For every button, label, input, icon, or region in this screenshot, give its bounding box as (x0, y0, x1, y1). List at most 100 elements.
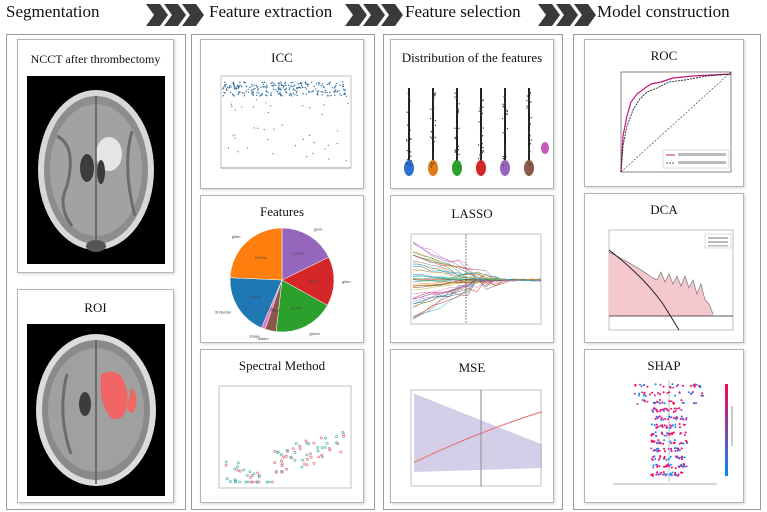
icc-title: ICC (271, 50, 293, 65)
shap-point (678, 391, 681, 394)
shap-point (693, 385, 696, 388)
icc-point (278, 84, 280, 86)
shap-point (656, 400, 659, 403)
icc-point (243, 95, 246, 97)
shap-point (667, 432, 670, 435)
shap-point (680, 447, 683, 450)
mse-point (468, 437, 470, 439)
mse-point (516, 419, 518, 421)
spectral-point (229, 480, 232, 483)
pie-percent-label: 18.5% (291, 305, 303, 310)
icc-point (241, 92, 244, 94)
shap-point (664, 417, 667, 420)
mse-point (520, 417, 522, 420)
violin-point (434, 136, 436, 139)
violin-point (456, 134, 458, 136)
shap-point (667, 447, 670, 450)
shap-point (670, 432, 673, 435)
icc-point (239, 84, 241, 86)
icc-point (334, 89, 337, 91)
shap-point (669, 385, 672, 388)
shap-point (657, 392, 660, 395)
shap-point (675, 407, 678, 410)
icc-point (273, 128, 275, 130)
icc-point (294, 89, 296, 91)
icc-point (262, 83, 265, 85)
shap-point (652, 464, 655, 467)
icc-point (226, 89, 228, 91)
spectral-point (293, 451, 297, 454)
violin-point (482, 106, 484, 109)
shap-point (680, 463, 683, 466)
icc-point (245, 85, 248, 87)
icc-point (264, 94, 267, 96)
shap-point (668, 391, 671, 394)
mse-point (490, 428, 492, 431)
icc-point (308, 134, 311, 136)
icc-point (341, 85, 344, 87)
violin-point (504, 92, 506, 94)
mse-point (450, 444, 452, 447)
shap-point (678, 407, 681, 410)
shap-point (651, 473, 654, 476)
mse-point (456, 442, 458, 444)
icc-point (345, 95, 347, 97)
icc-point (343, 88, 345, 90)
violin-point (454, 151, 457, 153)
mse-point (436, 451, 438, 453)
mse-point (514, 419, 516, 422)
shap-point (663, 439, 666, 442)
icc-point (237, 85, 240, 88)
shap-point (691, 391, 694, 394)
shap-point (678, 449, 681, 452)
chevron-arrow-icon (345, 4, 403, 26)
mse-error-plot (410, 389, 542, 487)
shap-point (656, 464, 659, 467)
shap-point (672, 402, 675, 405)
icc-point (317, 94, 319, 96)
shap-point (682, 418, 685, 421)
shap-point (685, 418, 688, 421)
shap-point (638, 394, 641, 397)
shap-point (654, 383, 657, 386)
mse-point (538, 411, 540, 414)
spectral-point (328, 448, 332, 452)
spectral-point (244, 480, 248, 484)
shap-point (663, 434, 666, 437)
violin-point (502, 106, 504, 108)
shap-point (672, 386, 675, 389)
ncct-title: NCCT after thrombectomy (30, 52, 161, 66)
violin-point (528, 147, 530, 149)
shap-point (642, 394, 645, 397)
violin-point (433, 107, 435, 109)
shap-point (660, 416, 663, 419)
violin-point (481, 151, 484, 154)
shap-point (662, 471, 665, 474)
icc-point (305, 83, 307, 85)
icc-point (265, 91, 268, 93)
spectral-point (325, 442, 329, 445)
shap-point (659, 455, 662, 458)
pie-percent-label: 1.2% (266, 307, 276, 312)
violin-point (481, 142, 484, 145)
spectral-point (301, 458, 304, 462)
icc-point (272, 85, 274, 87)
violin-point (458, 153, 460, 156)
spectral-point (274, 470, 278, 474)
icc-point (238, 85, 241, 88)
violin-point (405, 138, 408, 141)
icc-point (250, 89, 253, 91)
icc-point (236, 85, 238, 88)
icc-point (340, 94, 343, 97)
shap-point (658, 441, 661, 444)
violin-point (408, 155, 410, 157)
shap-point (680, 408, 683, 411)
mse-point (438, 450, 440, 452)
icc-point (246, 147, 249, 149)
shap-point (683, 463, 686, 466)
violin-point (456, 154, 459, 157)
spectral-point (236, 465, 239, 469)
stage-label-feature-extraction: Feature extraction (209, 2, 333, 21)
icc-point (290, 82, 292, 84)
shap-point (695, 383, 698, 386)
